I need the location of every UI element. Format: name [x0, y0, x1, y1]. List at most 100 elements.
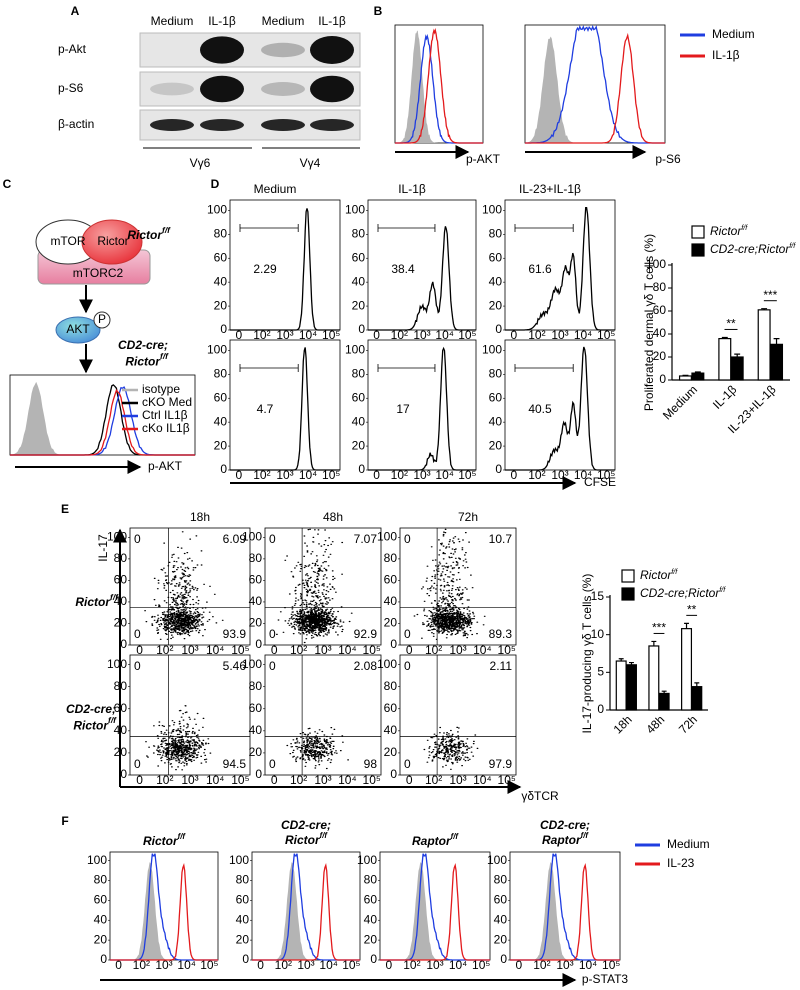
legend-swatch	[621, 587, 635, 601]
histogram-curve	[230, 347, 340, 471]
y-tick-label: 80	[236, 873, 250, 887]
x-tick-label: 10⁴	[473, 643, 492, 657]
x-tick-label: 10⁴	[574, 328, 593, 342]
plot-frame	[509, 851, 621, 961]
x-tick-label: 10³	[449, 643, 466, 657]
x-tick-label: 10³	[276, 328, 293, 342]
x-tick-label: 10⁵	[498, 773, 516, 787]
genotype-prefix: CD2-cre;	[281, 818, 331, 832]
y-tick-label: 0	[242, 952, 249, 966]
quadrant-value: 10.7	[489, 532, 513, 546]
x-tick-label: 10²	[391, 468, 408, 482]
legend-name: Rictor	[710, 224, 742, 238]
y-tick-label: 100	[646, 257, 666, 271]
legend-label: Medium	[712, 27, 755, 41]
genotype-name: Raptor	[542, 833, 582, 847]
bar	[730, 356, 744, 381]
node-label: AKT	[66, 322, 90, 336]
quadrant-value: 2.08	[354, 659, 378, 673]
y-tick-label: 80	[214, 366, 228, 380]
group-label: Vγ6	[190, 156, 211, 170]
quadrant-value: 0	[404, 757, 411, 771]
y-tick-label: 100	[207, 343, 227, 357]
x-tick-label: 10²	[253, 468, 270, 482]
x-tick-label: 10⁴	[473, 773, 492, 787]
isotype-histogram	[525, 36, 665, 143]
quadrant-value: 0	[404, 659, 411, 673]
y-tick-label: 100	[229, 853, 249, 867]
x-tick-label: 10⁵	[342, 958, 360, 972]
x-tick-label: 0	[510, 468, 517, 482]
axis-label: p-AKT	[466, 152, 501, 166]
quadrant-value: 93.9	[223, 627, 247, 641]
x-tick-label: 10²	[425, 643, 442, 657]
genotype-name: Rictor	[143, 834, 179, 848]
genotype-sup: f/f	[162, 225, 171, 235]
y-tick-label: 100	[487, 853, 507, 867]
plot-frame	[504, 199, 616, 331]
x-tick-label: 10⁴	[449, 958, 468, 972]
axis-label: IL-17	[96, 534, 110, 562]
error-bar	[694, 371, 701, 374]
quadrant-value: 0	[269, 757, 276, 771]
legend-name: Rictor	[640, 568, 672, 582]
genotype-label: Rictorf/f	[75, 592, 119, 609]
y-tick-label: 100	[482, 203, 502, 217]
y-tick-label: 80	[384, 551, 398, 565]
dot-cloud	[286, 727, 349, 770]
quadrant-value: 0	[134, 627, 141, 641]
quadrant-value: 0	[269, 627, 276, 641]
y-tick-label: 0	[495, 462, 502, 476]
group-label: Vγ4	[300, 156, 321, 170]
y-tick-label: 0	[390, 767, 397, 781]
y-tick-label: 80	[249, 551, 263, 565]
y-tick-label: 20	[352, 438, 366, 452]
error-bar	[629, 661, 634, 665]
y-tick-label: 20	[214, 438, 228, 452]
row-label: β-actin	[58, 117, 94, 131]
panel-label: A	[71, 4, 80, 18]
significance-label: **	[687, 603, 697, 617]
y-tick-label: 100	[345, 343, 365, 357]
legend-label: cKO Med	[142, 395, 192, 409]
x-tick-label: Medium	[660, 382, 700, 422]
quadrant-value: 6.09	[223, 532, 247, 546]
histogram-curve	[110, 863, 218, 961]
legend-sup: f/f	[671, 569, 678, 576]
blot-band	[200, 119, 244, 131]
quadrant-value: 5.46	[223, 659, 247, 673]
x-tick-label: 10²	[533, 958, 550, 972]
bar	[770, 343, 784, 381]
y-tick-label: 0	[358, 462, 365, 476]
x-tick-label: 10⁴	[299, 328, 318, 342]
legend-label: CD2-cre;Rictorf/f	[710, 242, 796, 256]
bar	[691, 686, 703, 711]
genotype-name: Rictor	[285, 833, 321, 847]
dot-cloud	[276, 528, 353, 644]
x-tick-label: 10³	[297, 958, 314, 972]
legend-label: IL-23	[667, 856, 695, 870]
panel-label: E	[61, 502, 69, 516]
quadrant-value: 2.11	[490, 659, 513, 673]
quadrant-value: 0	[404, 627, 411, 641]
error-bar	[618, 658, 624, 662]
x-tick-label: 0	[406, 643, 413, 657]
y-tick-label: 60	[384, 701, 398, 715]
x-tick-label: 10⁴	[338, 773, 357, 787]
y-tick-label: 0	[597, 702, 604, 716]
error-bar	[682, 374, 689, 376]
significance-label: ***	[763, 288, 777, 302]
y-tick-label: 20	[364, 932, 378, 946]
x-tick-label: 10⁴	[574, 468, 593, 482]
x-tick-label: 0	[406, 773, 413, 787]
genotype-label: Rictorf/f	[125, 351, 169, 368]
quadrant-value: 98	[364, 757, 378, 771]
x-tick-label: 0	[271, 643, 278, 657]
bar	[658, 692, 670, 711]
plot-frame	[367, 339, 477, 471]
y-tick-label: 20	[94, 932, 108, 946]
y-tick-label: 20	[236, 932, 250, 946]
histogram-curve	[505, 346, 615, 471]
